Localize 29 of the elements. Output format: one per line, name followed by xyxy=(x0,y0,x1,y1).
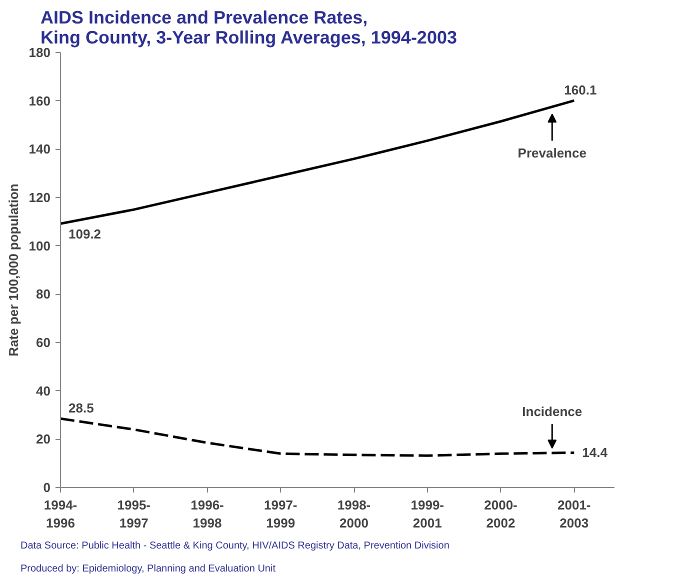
line-series xyxy=(60,417,576,457)
source-note: Data Source: Public Health - Seattle & King County, HIV/AIDS Registry Data, Prevention Division xyxy=(20,540,450,552)
data-label: 109.2 xyxy=(68,226,102,242)
y-tick-label: 20 xyxy=(36,432,51,447)
y-tick-label: 100 xyxy=(28,238,51,254)
text: Produced by: Epidemiology, Planning and Evaluation Unit xyxy=(20,564,276,574)
x-tick-label: 1999- 2001 xyxy=(410,498,444,530)
y-tick-label: 120 xyxy=(28,190,51,205)
y-tick-label: 0 xyxy=(43,480,51,495)
x-tick-label: 1996- 1998 xyxy=(190,498,224,530)
annotation: Incidence xyxy=(522,404,582,420)
data-label: 14.4 xyxy=(582,445,608,460)
x-tick-label: 1997- 1999 xyxy=(264,498,298,530)
y-tick-label: 140 xyxy=(28,142,51,157)
x-tick-label: 1995- 1997 xyxy=(117,498,151,530)
data-label: 160.1 xyxy=(564,82,597,98)
annotation: Prevalence xyxy=(518,146,586,161)
y-tick-label: 60 xyxy=(36,335,51,350)
y-axis-title: Rate per 100,000 population xyxy=(6,184,21,356)
y-tick-label: 180 xyxy=(28,45,51,60)
chart-title: AIDS Incidence and Prevalence Rates, King County, 3-Year Rolling Averages, 1994-2003 xyxy=(40,8,457,48)
y-tick-label: 40 xyxy=(36,383,51,398)
x-tick-label: 2001- 2003 xyxy=(558,498,591,530)
data-label: 28.5 xyxy=(68,400,94,416)
x-tick-label: 1994- 1996 xyxy=(44,498,78,530)
x-tick-label: 2000- 2002 xyxy=(484,498,518,530)
x-tick-label: 1998- 2000 xyxy=(337,498,371,530)
y-tick-label: 160 xyxy=(28,93,51,108)
y-tick-label: 80 xyxy=(36,286,51,302)
